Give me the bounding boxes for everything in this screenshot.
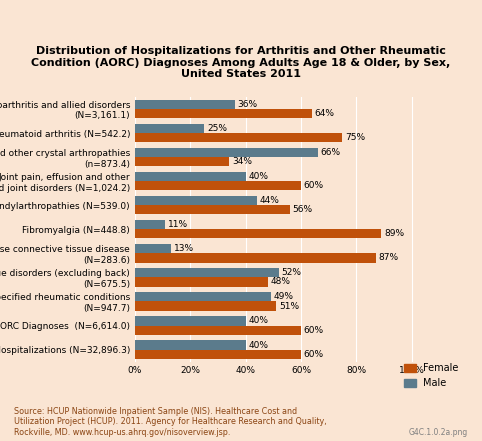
Bar (135, 220, 165, 229)
Bar (135, 172, 246, 181)
Text: Source: HCUP Nationwide Inpatient Sample (NIS). Healthcare Cost and
Utilization : Source: HCUP Nationwide Inpatient Sample… (14, 407, 327, 437)
Bar (135, 254, 375, 262)
Bar (135, 196, 257, 205)
Text: 87%: 87% (378, 254, 399, 262)
Bar (135, 302, 276, 310)
Bar (135, 109, 312, 118)
Bar (135, 124, 204, 133)
Bar (135, 229, 381, 239)
Text: 40%: 40% (248, 340, 268, 350)
Text: 60%: 60% (304, 350, 324, 359)
Text: 66%: 66% (321, 148, 340, 157)
Bar (135, 133, 343, 142)
Text: Distribution of Hospitalizations for Arthritis and Other Rheumatic
Condition (AO: Distribution of Hospitalizations for Art… (31, 46, 451, 79)
Text: 56%: 56% (293, 206, 313, 214)
Bar (135, 325, 301, 335)
Text: 40%: 40% (248, 317, 268, 325)
Bar (135, 157, 229, 166)
Text: 34%: 34% (232, 157, 252, 166)
Bar (135, 350, 301, 359)
Bar (135, 148, 318, 157)
Bar (135, 292, 270, 302)
Bar (135, 316, 246, 325)
Text: 25%: 25% (207, 124, 227, 133)
Text: 60%: 60% (304, 325, 324, 335)
Bar (135, 100, 235, 109)
Text: 52%: 52% (281, 269, 302, 277)
Text: 51%: 51% (279, 302, 299, 310)
Text: 48%: 48% (270, 277, 291, 287)
Text: 40%: 40% (248, 172, 268, 181)
Text: G4C.1.0.2a.png: G4C.1.0.2a.png (408, 428, 468, 437)
Bar (135, 268, 279, 277)
Legend: Female, Male: Female, Male (400, 359, 463, 392)
Bar (135, 277, 268, 287)
Text: 89%: 89% (384, 229, 404, 239)
Text: 75%: 75% (345, 133, 365, 142)
Text: 13%: 13% (174, 244, 194, 253)
Bar (135, 244, 171, 254)
Text: 60%: 60% (304, 181, 324, 190)
Text: 11%: 11% (168, 220, 188, 229)
Bar (135, 181, 301, 191)
Text: 44%: 44% (259, 196, 280, 205)
Text: 64%: 64% (315, 109, 335, 118)
Text: 36%: 36% (237, 100, 257, 109)
Bar (135, 205, 290, 214)
Bar (135, 340, 246, 350)
Text: 49%: 49% (273, 292, 294, 301)
